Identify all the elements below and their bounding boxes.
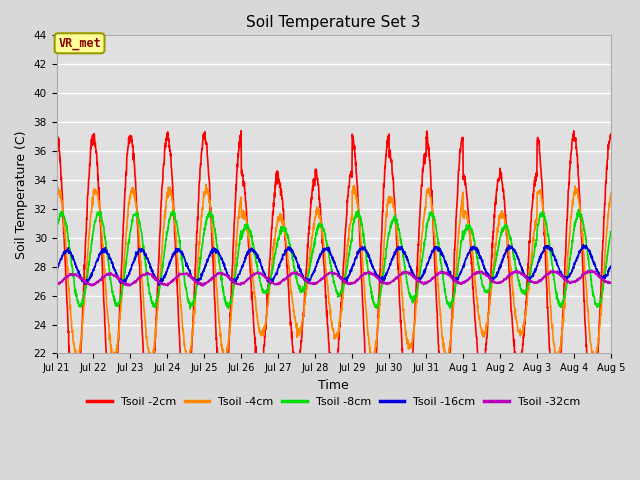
Tsoil -16cm — [155, 282, 163, 288]
Tsoil -2cm — [559, 325, 566, 331]
Tsoil -8cm — [362, 247, 370, 253]
X-axis label: Time: Time — [318, 379, 349, 392]
Tsoil -32cm — [559, 274, 566, 279]
Line: Tsoil -2cm: Tsoil -2cm — [56, 131, 611, 420]
Tsoil -16cm — [350, 262, 358, 268]
Line: Tsoil -16cm: Tsoil -16cm — [56, 245, 611, 285]
Tsoil -8cm — [207, 211, 215, 217]
Tsoil -32cm — [495, 279, 502, 285]
Tsoil -16cm — [607, 263, 614, 269]
Tsoil -2cm — [607, 131, 614, 137]
Tsoil -4cm — [607, 191, 614, 196]
Tsoil -16cm — [52, 267, 60, 273]
Tsoil -32cm — [549, 267, 557, 273]
Tsoil -2cm — [574, 165, 582, 170]
Line: Tsoil -4cm: Tsoil -4cm — [56, 185, 611, 362]
Tsoil -16cm — [573, 256, 581, 262]
Y-axis label: Soil Temperature (C): Soil Temperature (C) — [15, 130, 28, 259]
Tsoil -8cm — [186, 306, 194, 312]
Tsoil -4cm — [495, 222, 503, 228]
Tsoil -8cm — [52, 225, 60, 230]
Tsoil -4cm — [559, 328, 566, 334]
Tsoil -32cm — [52, 282, 60, 288]
Tsoil -16cm — [362, 248, 370, 254]
Tsoil -8cm — [607, 229, 614, 235]
Tsoil -32cm — [53, 283, 61, 289]
Tsoil -4cm — [362, 306, 370, 312]
Line: Tsoil -32cm: Tsoil -32cm — [56, 270, 611, 286]
Tsoil -8cm — [350, 219, 358, 225]
Tsoil -4cm — [442, 360, 450, 365]
Tsoil -4cm — [202, 182, 210, 188]
Tsoil -2cm — [237, 128, 245, 133]
Tsoil -32cm — [350, 280, 358, 286]
Tsoil -16cm — [207, 248, 215, 254]
Tsoil -4cm — [350, 186, 358, 192]
Tsoil -2cm — [367, 417, 374, 422]
Tsoil -8cm — [495, 239, 502, 245]
Tsoil -8cm — [573, 213, 581, 218]
Tsoil -32cm — [607, 280, 614, 286]
Tsoil -32cm — [362, 271, 370, 277]
Tsoil -8cm — [558, 303, 566, 309]
Tsoil -32cm — [574, 276, 582, 281]
Tsoil -4cm — [207, 214, 215, 220]
Legend: Tsoil -2cm, Tsoil -4cm, Tsoil -8cm, Tsoil -16cm, Tsoil -32cm: Tsoil -2cm, Tsoil -4cm, Tsoil -8cm, Tsoi… — [83, 393, 584, 411]
Tsoil -2cm — [362, 367, 370, 372]
Tsoil -16cm — [558, 273, 566, 278]
Tsoil -4cm — [574, 189, 582, 195]
Tsoil -4cm — [52, 193, 60, 199]
Title: Soil Temperature Set 3: Soil Temperature Set 3 — [246, 15, 421, 30]
Tsoil -8cm — [575, 206, 582, 212]
Tsoil -16cm — [495, 265, 502, 271]
Line: Tsoil -8cm: Tsoil -8cm — [56, 209, 611, 309]
Tsoil -32cm — [207, 276, 215, 282]
Tsoil -2cm — [52, 132, 60, 138]
Text: VR_met: VR_met — [58, 37, 101, 50]
Tsoil -2cm — [495, 176, 503, 181]
Tsoil -2cm — [207, 216, 215, 222]
Tsoil -16cm — [579, 242, 587, 248]
Tsoil -2cm — [350, 141, 358, 146]
